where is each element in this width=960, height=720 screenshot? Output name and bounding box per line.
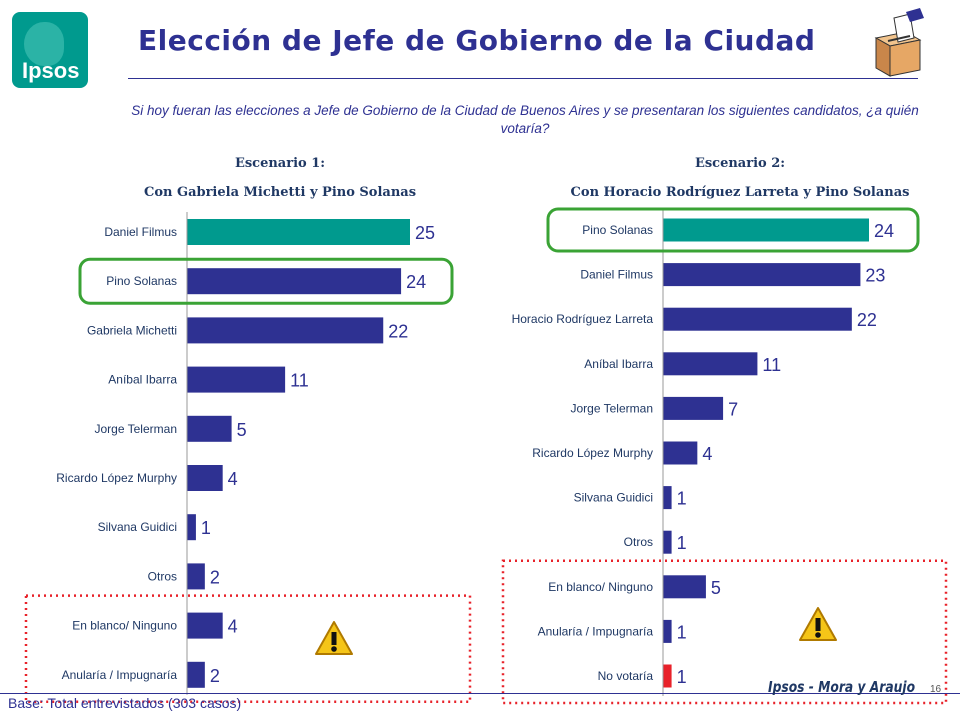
data-label: 23: [865, 266, 885, 286]
bar: [187, 219, 410, 245]
bar: [663, 307, 852, 331]
scenario2-chart: Pino Solanas 24 Daniel Filmus 23 Horacio Rod…: [512, 210, 894, 696]
bar: [187, 317, 384, 344]
data-label: 22: [857, 310, 877, 330]
category-label: Horacio Rodríguez Larreta: [512, 312, 654, 326]
bar: [663, 530, 672, 554]
data-label: 1: [201, 518, 211, 538]
data-label: 1: [677, 622, 687, 642]
scenario1-subtitle: Con Gabriela Michetti y Pino Solanas: [143, 185, 417, 200]
warning-bar: [815, 618, 821, 631]
bar: [663, 664, 672, 688]
data-label: 5: [237, 420, 247, 440]
category-label: Daniel Filmus: [104, 225, 177, 239]
warning-dot: [815, 632, 821, 638]
page-number: 16: [930, 684, 942, 695]
survey-question: Si hoy fueran las elecciones a Jefe de G…: [131, 103, 919, 136]
category-label: Pino Solanas: [582, 223, 653, 237]
category-label: Otros: [148, 569, 177, 583]
warning-icon: [799, 607, 837, 641]
bar: [187, 268, 402, 295]
category-label: Ricardo López Murphy: [56, 471, 177, 485]
bar: [187, 661, 205, 688]
bar: [187, 612, 223, 639]
warning-dot: [331, 646, 337, 652]
bar: [663, 218, 869, 242]
dotted-group-box: [501, 559, 948, 705]
category-label: Jorge Telerman: [571, 401, 654, 415]
data-label: 11: [290, 371, 309, 391]
bar: [663, 263, 861, 287]
bar: [663, 441, 698, 465]
warning-bar: [331, 632, 337, 645]
category-label: En blanco/ Ninguno: [548, 580, 653, 594]
data-label: 1: [677, 489, 687, 509]
bar: [663, 486, 672, 510]
bar: [663, 396, 724, 420]
data-label: 2: [210, 567, 220, 587]
category-label: Aníbal Ibarra: [108, 373, 177, 387]
data-label: 4: [228, 617, 238, 637]
scenario1-header: Escenario 1: Con Gabriela Michetti y Pin…: [120, 156, 440, 200]
warning-icon: [315, 621, 353, 655]
scenario2-header: Escenario 2: Con Horacio Rodríguez Larre…: [530, 156, 950, 200]
dotted-group-box: [24, 594, 472, 704]
category-label: Silvana Guidici: [98, 520, 177, 534]
scenario2-subtitle: Con Horacio Rodríguez Larreta y Pino Sol…: [570, 185, 910, 200]
ballot-box-icon: [874, 8, 924, 77]
bar: [663, 352, 758, 376]
base-note: Base: Total entrevistados (303 casos): [8, 695, 242, 711]
scenario1-title: Escenario 1:: [234, 156, 326, 171]
category-label: Anularía / Impugnaría: [62, 668, 178, 682]
category-label: No votaría: [598, 669, 654, 683]
logo-head-shape: [24, 22, 64, 66]
bar: [187, 563, 205, 590]
bar: [187, 465, 223, 491]
footer-divider: [0, 693, 960, 694]
data-label: 25: [415, 223, 435, 243]
category-label: Daniel Filmus: [580, 268, 653, 282]
data-label: 4: [228, 469, 238, 489]
data-label: 2: [210, 666, 220, 686]
data-label: 1: [677, 533, 687, 553]
category-label: Silvana Guidici: [574, 491, 653, 505]
data-label: 7: [728, 399, 738, 419]
ipsos-logo-icon: Ipsos: [12, 12, 88, 88]
category-label: Aníbal Ibarra: [584, 357, 653, 371]
data-label: 4: [702, 444, 712, 464]
brand-footer: Ipsos - Mora y Araujo: [768, 678, 916, 696]
data-label: 11: [762, 355, 781, 375]
category-label: Ricardo López Murphy: [532, 446, 653, 460]
bar: [187, 415, 232, 442]
bar: [187, 514, 196, 541]
category-label: Anularía / Impugnaría: [538, 624, 654, 638]
data-label: 1: [677, 667, 687, 687]
category-label: Jorge Telerman: [95, 422, 178, 436]
chart-overlays: [24, 207, 948, 705]
scenario2-title: Escenario 2:: [694, 156, 786, 171]
category-label: Pino Solanas: [106, 274, 177, 288]
bar: [187, 366, 286, 393]
bar: [663, 619, 672, 643]
highlight-box: [78, 257, 454, 305]
data-label: 22: [388, 321, 408, 341]
category-label: Gabriela Michetti: [87, 323, 177, 337]
category-label: En blanco/ Ninguno: [72, 619, 177, 633]
data-label: 5: [711, 578, 721, 598]
title-divider: [128, 78, 918, 79]
logo-text: Ipsos: [22, 58, 80, 83]
data-label: 24: [406, 272, 426, 292]
page-title: Elección de Jefe de Gobierno de la Ciuda…: [138, 24, 816, 57]
bar: [663, 575, 706, 599]
category-label: Otros: [624, 535, 653, 549]
highlight-box: [546, 207, 920, 253]
data-label: 24: [874, 221, 894, 241]
